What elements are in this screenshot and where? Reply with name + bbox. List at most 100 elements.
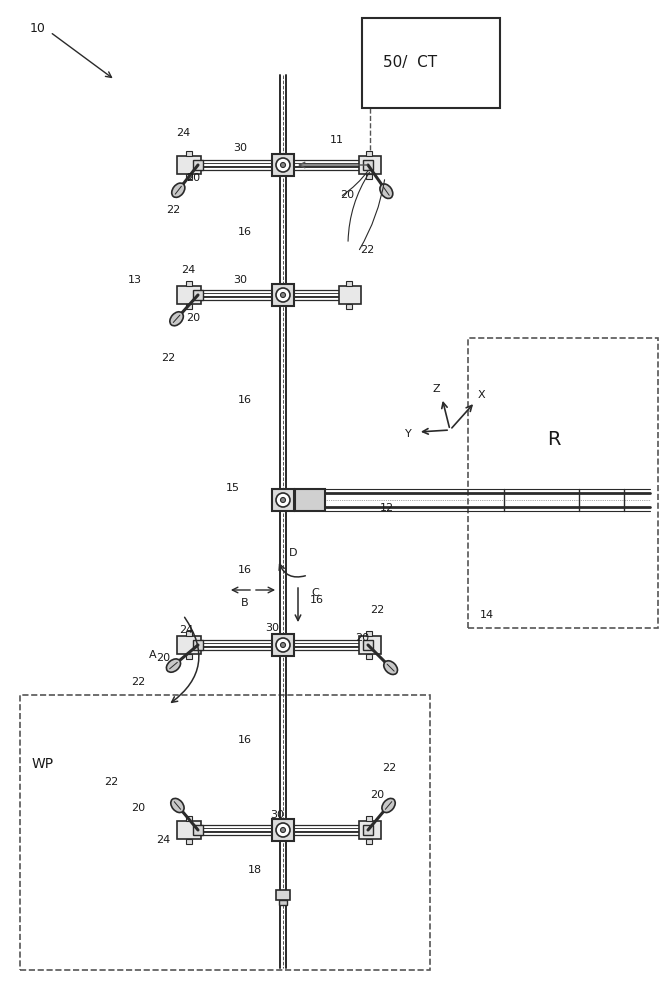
- Bar: [193, 825, 203, 835]
- Bar: [366, 174, 372, 179]
- Circle shape: [276, 288, 290, 302]
- Text: 20: 20: [340, 190, 354, 200]
- Bar: [177, 636, 201, 654]
- Text: 16: 16: [238, 735, 252, 745]
- Bar: [346, 304, 352, 309]
- Text: 16: 16: [310, 595, 324, 605]
- Bar: [366, 654, 372, 659]
- Text: 22: 22: [161, 353, 175, 363]
- Circle shape: [280, 643, 286, 648]
- Text: Z: Z: [432, 384, 440, 394]
- Text: 30: 30: [270, 810, 284, 820]
- Bar: [193, 290, 203, 300]
- Bar: [272, 154, 294, 176]
- Text: 24: 24: [178, 625, 193, 635]
- Bar: [363, 640, 373, 650]
- Bar: [186, 631, 192, 636]
- Ellipse shape: [170, 312, 183, 326]
- Bar: [366, 151, 372, 156]
- Bar: [186, 174, 192, 179]
- Text: 30: 30: [265, 623, 279, 633]
- Bar: [366, 839, 372, 844]
- Text: C: C: [311, 588, 319, 598]
- Text: 20: 20: [131, 803, 145, 813]
- Bar: [359, 156, 381, 174]
- Circle shape: [276, 493, 290, 507]
- Text: 20: 20: [156, 653, 170, 663]
- Bar: [363, 825, 373, 835]
- Text: 22: 22: [166, 205, 180, 215]
- Ellipse shape: [170, 798, 184, 813]
- Bar: [186, 839, 192, 844]
- Text: 13: 13: [128, 275, 142, 285]
- Text: 22: 22: [131, 677, 145, 687]
- Text: 20: 20: [370, 790, 384, 800]
- Ellipse shape: [384, 661, 398, 674]
- Text: Y: Y: [405, 429, 412, 439]
- Bar: [363, 160, 373, 170]
- Text: 16: 16: [238, 395, 252, 405]
- Text: 18: 18: [248, 865, 262, 875]
- Text: A: A: [149, 650, 157, 660]
- Bar: [366, 816, 372, 821]
- Text: 12: 12: [380, 503, 394, 513]
- Text: 50/  CT: 50/ CT: [383, 55, 438, 70]
- Text: 16: 16: [238, 565, 252, 575]
- Text: 10: 10: [30, 22, 46, 35]
- Circle shape: [276, 638, 290, 652]
- Bar: [177, 821, 201, 839]
- Ellipse shape: [172, 183, 185, 197]
- Bar: [295, 489, 325, 511]
- Bar: [272, 489, 294, 511]
- Bar: [186, 654, 192, 659]
- Bar: [186, 304, 192, 309]
- Circle shape: [280, 497, 286, 502]
- Bar: [272, 819, 294, 841]
- Bar: [193, 640, 203, 650]
- Circle shape: [280, 828, 286, 832]
- Circle shape: [276, 158, 290, 172]
- Bar: [279, 900, 287, 905]
- Text: B: B: [241, 598, 249, 608]
- Text: 15: 15: [226, 483, 240, 493]
- Text: 22: 22: [382, 763, 396, 773]
- Text: D: D: [289, 548, 297, 558]
- Text: WP: WP: [32, 757, 54, 771]
- Text: 30: 30: [233, 275, 247, 285]
- Bar: [366, 631, 372, 636]
- Text: 20: 20: [186, 173, 200, 183]
- Ellipse shape: [380, 184, 393, 198]
- Text: R: R: [547, 430, 560, 449]
- Bar: [186, 816, 192, 821]
- Text: 30: 30: [233, 143, 247, 153]
- Text: X: X: [478, 390, 486, 400]
- Text: 22: 22: [370, 605, 384, 615]
- Bar: [177, 286, 201, 304]
- Bar: [177, 156, 201, 174]
- Bar: [362, 18, 500, 108]
- Circle shape: [280, 162, 286, 167]
- Bar: [193, 160, 203, 170]
- Circle shape: [280, 292, 286, 298]
- Bar: [186, 281, 192, 286]
- Bar: [272, 284, 294, 306]
- Bar: [339, 286, 361, 304]
- Text: 20: 20: [355, 633, 369, 643]
- Bar: [272, 634, 294, 656]
- Text: 24: 24: [176, 128, 190, 138]
- Ellipse shape: [382, 798, 395, 813]
- Text: 11: 11: [330, 135, 344, 145]
- Bar: [20, 695, 430, 970]
- Circle shape: [276, 823, 290, 837]
- Bar: [359, 821, 381, 839]
- Text: 14: 14: [480, 610, 494, 620]
- Text: 24: 24: [180, 265, 195, 275]
- Bar: [346, 281, 352, 286]
- Text: 24: 24: [156, 835, 170, 845]
- Text: 16: 16: [238, 227, 252, 237]
- Bar: [186, 151, 192, 156]
- Bar: [359, 636, 381, 654]
- Bar: [276, 890, 290, 900]
- Text: 20: 20: [186, 313, 200, 323]
- Bar: [468, 338, 658, 628]
